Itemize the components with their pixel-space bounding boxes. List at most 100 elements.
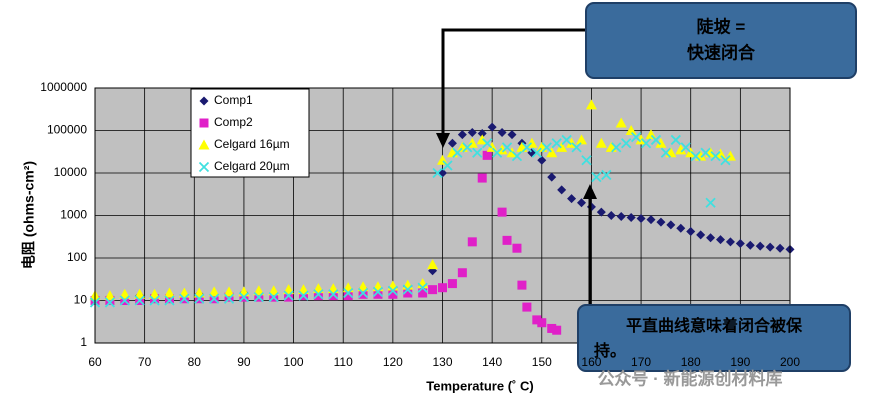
y-tick-label: 100 xyxy=(67,250,87,264)
x-tick-label: 110 xyxy=(334,355,353,369)
point xyxy=(417,282,428,293)
point xyxy=(601,169,612,181)
point xyxy=(567,194,577,204)
point xyxy=(497,127,507,137)
point xyxy=(696,230,706,240)
point xyxy=(700,147,711,158)
x-tick-label: 150 xyxy=(532,355,552,369)
x-tick-label: 170 xyxy=(631,355,651,369)
legend-label: Celgard 20µm xyxy=(214,159,290,173)
point xyxy=(497,207,507,217)
x-axis-label: Temperature (˚ C) xyxy=(426,378,533,393)
x-tick-label: 190 xyxy=(730,355,750,369)
y-tick-label: 10000 xyxy=(54,165,88,179)
point xyxy=(199,118,209,128)
point xyxy=(690,150,701,162)
point xyxy=(447,279,457,289)
x-tick-label: 100 xyxy=(284,355,304,369)
y-tick-label: 1 xyxy=(80,335,87,349)
point xyxy=(462,142,473,153)
point xyxy=(675,144,687,155)
point xyxy=(357,281,369,292)
point xyxy=(541,142,552,153)
point xyxy=(387,285,398,296)
point xyxy=(532,315,542,325)
point xyxy=(625,125,637,135)
point xyxy=(403,288,413,298)
point xyxy=(531,147,542,158)
point xyxy=(457,268,467,278)
point xyxy=(630,131,642,143)
point xyxy=(467,237,477,247)
point xyxy=(313,289,324,300)
point xyxy=(650,134,662,146)
point xyxy=(705,197,716,208)
point xyxy=(511,150,523,162)
point xyxy=(720,155,731,166)
point xyxy=(467,127,477,137)
point xyxy=(581,155,592,166)
callout-text: 陡坡 = xyxy=(697,16,746,36)
point xyxy=(208,286,220,297)
point xyxy=(611,142,622,153)
point xyxy=(198,161,210,173)
point xyxy=(512,243,522,253)
point xyxy=(427,259,439,270)
point xyxy=(522,302,532,312)
point xyxy=(680,142,691,153)
x-tick-label: 120 xyxy=(383,355,403,369)
point xyxy=(655,137,667,148)
point xyxy=(551,138,562,149)
point xyxy=(706,233,716,243)
point xyxy=(552,325,562,335)
point xyxy=(283,290,294,301)
point xyxy=(372,286,384,297)
point xyxy=(482,138,493,149)
point xyxy=(164,294,174,304)
point xyxy=(537,318,547,328)
point xyxy=(547,323,557,333)
x-tick-label: 160 xyxy=(581,355,601,369)
point xyxy=(134,288,146,299)
point xyxy=(328,291,338,301)
point xyxy=(452,147,463,158)
point xyxy=(253,291,264,303)
point xyxy=(477,173,487,183)
point xyxy=(482,150,492,160)
point xyxy=(388,289,398,299)
point xyxy=(517,280,527,290)
point xyxy=(268,291,279,303)
point xyxy=(521,142,533,153)
point xyxy=(755,241,765,251)
point xyxy=(164,295,175,306)
point xyxy=(626,212,636,222)
point xyxy=(507,130,517,140)
point xyxy=(595,137,607,148)
point xyxy=(457,130,467,140)
point xyxy=(537,155,547,165)
point xyxy=(585,99,597,110)
callout-box xyxy=(585,2,857,79)
point xyxy=(373,289,383,299)
x-tick-label: 200 xyxy=(780,355,800,369)
point xyxy=(119,288,131,299)
point xyxy=(745,240,755,250)
point xyxy=(496,144,508,155)
point xyxy=(284,292,294,302)
point xyxy=(432,167,443,179)
point xyxy=(179,293,190,304)
y-tick-label: 10 xyxy=(74,293,88,307)
point xyxy=(268,285,280,296)
point xyxy=(735,238,745,248)
legend-label: Comp1 xyxy=(214,93,253,107)
point xyxy=(253,285,265,296)
point xyxy=(313,291,323,301)
point xyxy=(105,296,115,305)
x-tick-label: 80 xyxy=(188,355,202,369)
point xyxy=(149,288,161,299)
point xyxy=(418,288,428,298)
point xyxy=(447,138,457,148)
point xyxy=(765,242,775,252)
point xyxy=(442,160,453,171)
